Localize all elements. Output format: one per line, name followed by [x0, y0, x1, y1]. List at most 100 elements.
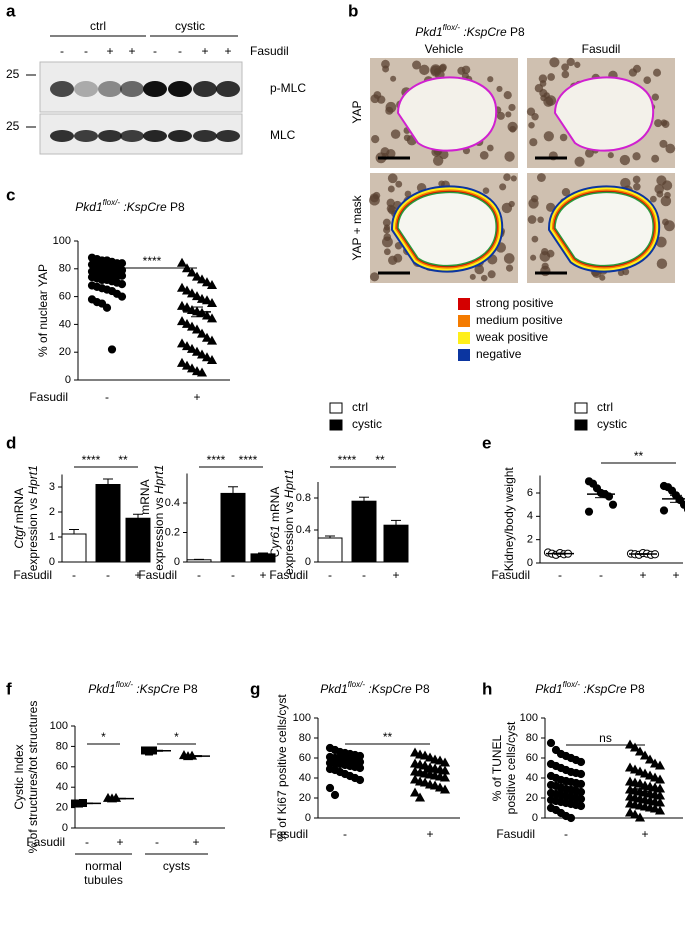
category-label: -: [343, 827, 347, 841]
category-label: -: [106, 568, 110, 582]
nucleus: [617, 269, 625, 277]
data-point: [206, 279, 218, 289]
data-point: [110, 792, 122, 802]
nucleus: [387, 173, 398, 184]
data-point: [186, 288, 198, 298]
legend-swatch: [458, 349, 470, 361]
nucleus: [480, 274, 488, 282]
nucleus: [663, 220, 675, 232]
text-span: expression vs: [282, 498, 296, 575]
nucleus: [496, 85, 503, 93]
nucleus: [660, 195, 672, 207]
nucleus: [370, 94, 380, 104]
text-span: P8: [507, 25, 525, 39]
nucleus: [482, 187, 490, 194]
row-label: YAP + mask: [350, 194, 364, 260]
y-tick-label: 100: [50, 720, 68, 732]
nucleus: [505, 264, 514, 272]
text-span: :KspCre: [580, 682, 627, 696]
data-point: [201, 352, 213, 362]
category-label: +: [672, 568, 679, 582]
text-span: mRNA: [138, 479, 152, 518]
y-axis-label: % of TUNEL: [490, 734, 504, 801]
y-tick-label: 0.2: [165, 526, 180, 538]
y-tick-label: 100: [520, 712, 538, 724]
y-tick-label: 0: [174, 556, 180, 568]
lane-sign: +: [201, 44, 208, 58]
data-point: [649, 803, 661, 813]
y-tick-label: 0: [305, 812, 311, 824]
category-label: +: [116, 835, 123, 849]
nucleus: [386, 198, 395, 208]
nucleus: [656, 175, 667, 186]
lumen: [396, 76, 498, 152]
nucleus: [633, 182, 641, 191]
y-tick-label: 0: [532, 812, 538, 824]
x-axis-label: Fasudil: [29, 390, 68, 404]
category-label: -: [231, 568, 235, 582]
data-point: [624, 739, 636, 749]
lane-sign: -: [153, 44, 157, 58]
lane-sign: +: [106, 44, 113, 58]
bar: [186, 559, 212, 563]
data-point: [107, 345, 117, 354]
y-tick-label: 0: [65, 374, 71, 386]
data-point: [546, 738, 556, 748]
text-span: expression vs: [152, 494, 166, 571]
nucleus: [620, 177, 631, 189]
data-point: [634, 812, 646, 822]
data-point: [629, 764, 641, 774]
bar: [317, 537, 343, 563]
panel-label: g: [250, 679, 260, 698]
y-tick-label: 20: [526, 792, 538, 804]
data-point: [201, 332, 213, 342]
legend-swatch: [458, 298, 470, 310]
x-axis-label: Fasudil: [269, 827, 308, 841]
micrograph: [370, 58, 518, 168]
significance-label: ****: [143, 254, 162, 268]
y-tick-label: 6: [527, 487, 533, 499]
band-label: p-MLC: [270, 81, 306, 95]
data-point: [409, 787, 421, 797]
treatment-label: Fasudil: [250, 44, 289, 58]
data-point: [181, 360, 193, 370]
nucleus: [530, 254, 537, 261]
data-point: [117, 292, 127, 301]
text-span: Ctgf: [12, 525, 26, 549]
nucleus: [651, 93, 659, 101]
legend-label: strong positive: [476, 296, 554, 310]
y-tick-label: 40: [56, 781, 68, 793]
category-label: -: [72, 568, 76, 582]
text-span: Pkd1: [320, 682, 347, 696]
significance-label: **: [118, 453, 128, 467]
nucleus: [503, 253, 515, 264]
column-label: Fasudil: [582, 42, 621, 56]
data-point: [176, 282, 188, 292]
bar: [61, 533, 87, 563]
nucleus: [371, 135, 380, 144]
data-point: [176, 316, 188, 326]
nucleus: [383, 248, 391, 256]
nucleus: [504, 151, 515, 162]
nucleus: [654, 119, 663, 128]
text-span: :KspCre: [120, 200, 167, 214]
data-point: [679, 500, 685, 509]
data-point: [191, 324, 203, 334]
text-span: % of TUNEL: [490, 734, 504, 801]
nucleus: [528, 198, 539, 209]
data-point: [181, 341, 193, 351]
text-span: P8: [412, 682, 430, 696]
data-point: [102, 303, 112, 312]
y-tick-label: 80: [59, 263, 71, 275]
data-point: [196, 367, 208, 377]
data-point: [176, 257, 188, 267]
category-label: +: [259, 568, 266, 582]
nucleus: [665, 143, 676, 154]
category-label: +: [134, 568, 141, 582]
text-span: Cystic Index: [12, 744, 26, 809]
y-tick-label: 100: [293, 712, 311, 724]
data-point: [176, 338, 188, 348]
category-label: +: [426, 827, 433, 841]
nucleus: [607, 152, 614, 159]
